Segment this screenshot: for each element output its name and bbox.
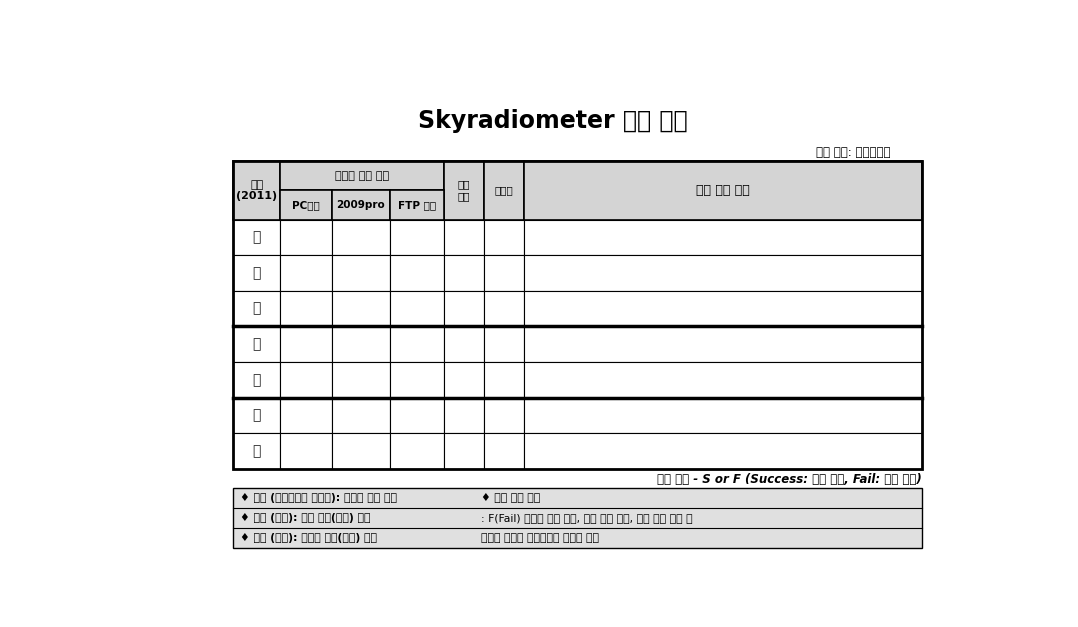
Text: : F(Fail) 표시시 상세 내용, 기기 일시 해체, 주변 공사 여부 등: : F(Fail) 표시시 상세 내용, 기기 일시 해체, 주변 공사 여부 …: [481, 514, 693, 523]
Bar: [280, 191, 332, 219]
Bar: [484, 219, 524, 255]
Bar: [332, 362, 390, 398]
Bar: [233, 488, 922, 549]
Bar: [233, 433, 280, 469]
Bar: [524, 398, 922, 433]
Bar: [233, 327, 280, 362]
Bar: [390, 433, 444, 469]
Text: 컴퓨터 이상 여부: 컴퓨터 이상 여부: [335, 171, 389, 181]
Bar: [280, 362, 332, 398]
Text: ♦ 기타 특이 사항: ♦ 기타 특이 사항: [481, 493, 540, 503]
Text: 일: 일: [252, 444, 261, 458]
Text: 관측과 관계된 특이사항은 상세히 기술: 관측과 관계된 특이사항은 상세히 기술: [481, 534, 599, 544]
Bar: [524, 161, 922, 219]
Text: 관측 장소: 서울대학교: 관측 장소: 서울대학교: [816, 146, 890, 159]
Bar: [280, 327, 332, 362]
Bar: [390, 362, 444, 398]
Text: 수: 수: [252, 302, 261, 315]
Bar: [280, 433, 332, 469]
Bar: [332, 255, 390, 291]
Bar: [390, 398, 444, 433]
Bar: [524, 433, 922, 469]
Bar: [524, 219, 922, 255]
Bar: [484, 362, 524, 398]
Bar: [444, 291, 484, 327]
Text: 표시 방법 - S or F (Success: 문제 없음, Fail: 이상 발견): 표시 방법 - S or F (Success: 문제 없음, Fail: 이상…: [657, 473, 922, 486]
Text: 날짜
(2011): 날짜 (2011): [236, 179, 277, 201]
Text: 금: 금: [252, 372, 261, 387]
Bar: [233, 362, 280, 398]
Text: Skyradiometer 관측 일지: Skyradiometer 관측 일지: [417, 109, 688, 133]
Bar: [332, 219, 390, 255]
Text: ♦ 매일 (하루중에도 수시로): 컴퓨터 이상 여부: ♦ 매일 (하루중에도 수시로): 컴퓨터 이상 여부: [240, 493, 397, 503]
Bar: [484, 327, 524, 362]
Bar: [524, 362, 922, 398]
Bar: [233, 255, 280, 291]
Text: 목: 목: [252, 337, 261, 351]
Text: 렌즈
청소: 렌즈 청소: [458, 179, 470, 201]
Text: ♦ 매월 (월초): 방습제 이상(교체) 여부: ♦ 매월 (월초): 방습제 이상(교체) 여부: [240, 534, 377, 544]
Text: 2009pro: 2009pro: [336, 200, 385, 210]
Text: ♦ 매주 (주초): 렌즈 이상(청소) 여부: ♦ 매주 (주초): 렌즈 이상(청소) 여부: [240, 513, 371, 523]
Bar: [280, 161, 444, 191]
Bar: [280, 255, 332, 291]
Bar: [484, 433, 524, 469]
Bar: [390, 219, 444, 255]
Bar: [444, 433, 484, 469]
Bar: [280, 219, 332, 255]
Bar: [444, 255, 484, 291]
Text: 화: 화: [252, 266, 261, 280]
Bar: [280, 398, 332, 433]
Bar: [524, 255, 922, 291]
Bar: [390, 191, 444, 219]
Bar: [444, 161, 484, 219]
Bar: [233, 398, 280, 433]
Bar: [332, 291, 390, 327]
Bar: [484, 255, 524, 291]
Bar: [233, 291, 280, 327]
Bar: [444, 362, 484, 398]
Bar: [332, 433, 390, 469]
Bar: [444, 398, 484, 433]
Bar: [390, 255, 444, 291]
Bar: [233, 219, 280, 255]
Bar: [280, 291, 332, 327]
Text: 기타 특이 사항: 기타 특이 사항: [695, 184, 749, 197]
Bar: [524, 291, 922, 327]
Text: 방습제: 방습제: [495, 186, 513, 196]
Text: FTP 전송: FTP 전송: [398, 200, 437, 210]
Bar: [233, 161, 922, 469]
Text: 토: 토: [252, 408, 261, 423]
Bar: [484, 398, 524, 433]
Bar: [332, 191, 390, 219]
Text: PC운영: PC운영: [292, 200, 320, 210]
Bar: [484, 291, 524, 327]
Text: 월: 월: [252, 230, 261, 245]
Bar: [332, 327, 390, 362]
Bar: [233, 161, 280, 219]
Bar: [390, 327, 444, 362]
Bar: [524, 327, 922, 362]
Bar: [484, 161, 524, 219]
Bar: [444, 327, 484, 362]
Bar: [390, 291, 444, 327]
Bar: [444, 219, 484, 255]
Bar: [332, 398, 390, 433]
